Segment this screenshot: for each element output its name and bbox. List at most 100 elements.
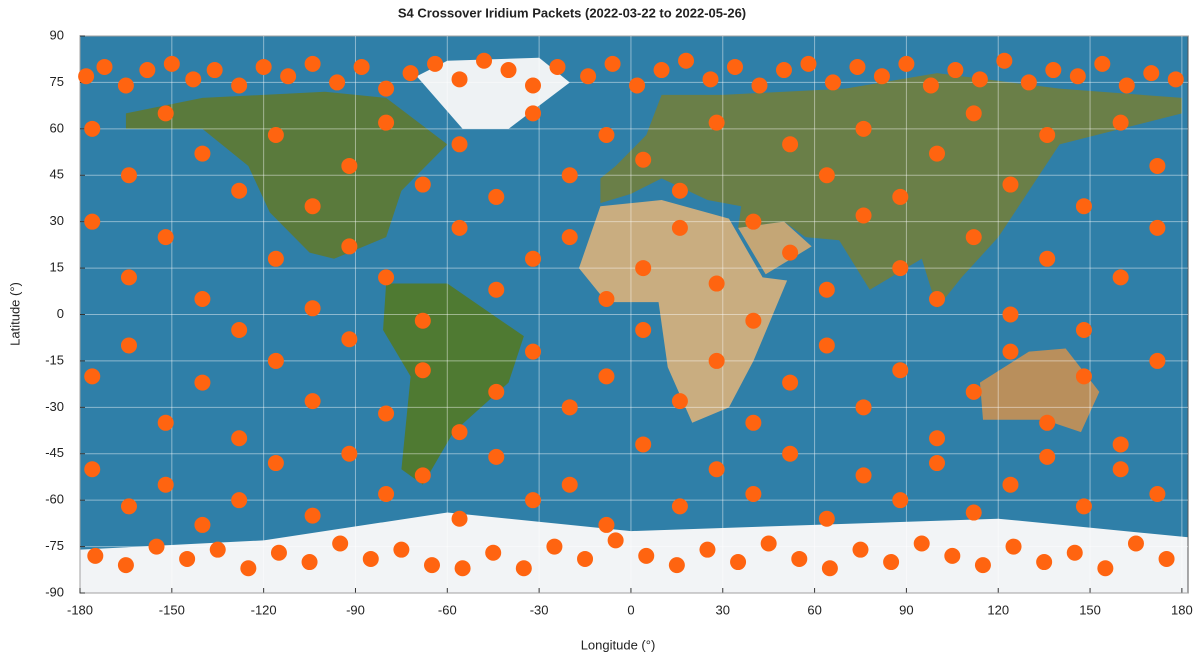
point [561,399,578,416]
point [818,281,835,298]
point [267,352,284,369]
point [745,312,762,329]
point [1112,436,1129,453]
point [393,541,410,558]
point [84,120,101,137]
landmasses [80,57,1189,593]
point [414,176,431,193]
point [341,157,358,174]
point [414,362,431,379]
point [883,554,900,571]
point [678,52,695,69]
point [515,560,532,577]
point [965,105,982,122]
point [524,250,541,267]
y-tick-label: 0 [57,306,64,321]
point [194,145,211,162]
point [87,547,104,564]
point [604,55,621,72]
y-tick-label: 15 [50,260,64,275]
point [635,321,652,338]
point [855,467,872,484]
point [378,114,395,131]
point [947,62,964,79]
point [139,62,156,79]
point [341,238,358,255]
point [892,260,909,277]
point [488,188,505,205]
point [451,136,468,153]
point [855,207,872,224]
point [378,80,395,97]
point [1002,343,1019,360]
point [1075,498,1092,515]
x-tick-label: -30 [530,602,549,617]
point [782,445,799,462]
point [745,414,762,431]
point [751,77,768,94]
point [194,291,211,308]
point [524,492,541,509]
point [488,383,505,400]
point [120,269,137,286]
y-tick-label: -45 [45,445,64,460]
point [1118,77,1135,94]
point [818,167,835,184]
point [194,516,211,533]
point [1127,535,1144,552]
point [929,145,946,162]
point [824,74,841,91]
point [929,430,946,447]
point [476,52,493,69]
point [332,535,349,552]
point [485,544,502,561]
point [671,498,688,515]
point [148,538,165,555]
point [1149,219,1166,236]
point [855,120,872,137]
point [577,550,594,567]
point [598,291,615,308]
point [280,68,297,85]
point [913,535,930,552]
point [414,312,431,329]
point [157,476,174,493]
point [668,557,685,574]
point [1112,461,1129,478]
point [671,182,688,199]
point [341,445,358,462]
point [231,430,248,447]
point [782,374,799,391]
x-tick-label: 60 [807,602,821,617]
point [378,269,395,286]
point [1075,321,1092,338]
point [849,58,866,75]
point [580,68,597,85]
point [653,62,670,79]
point [427,55,444,72]
point [524,77,541,94]
point [549,58,566,75]
point [635,151,652,168]
point [488,281,505,298]
y-tick-label: 30 [50,213,64,228]
point [255,58,272,75]
point [873,68,890,85]
point [1036,554,1053,571]
point [414,467,431,484]
point [231,77,248,94]
y-tick-label: -60 [45,492,64,507]
point [1167,71,1184,88]
point [1066,544,1083,561]
x-tick-label: 90 [899,602,913,617]
point [1112,269,1129,286]
point [304,198,321,215]
point [638,547,655,564]
point [1039,250,1056,267]
point [702,71,719,88]
point [1149,485,1166,502]
point [179,550,196,567]
point [353,58,370,75]
land [600,73,1182,309]
point [341,331,358,348]
